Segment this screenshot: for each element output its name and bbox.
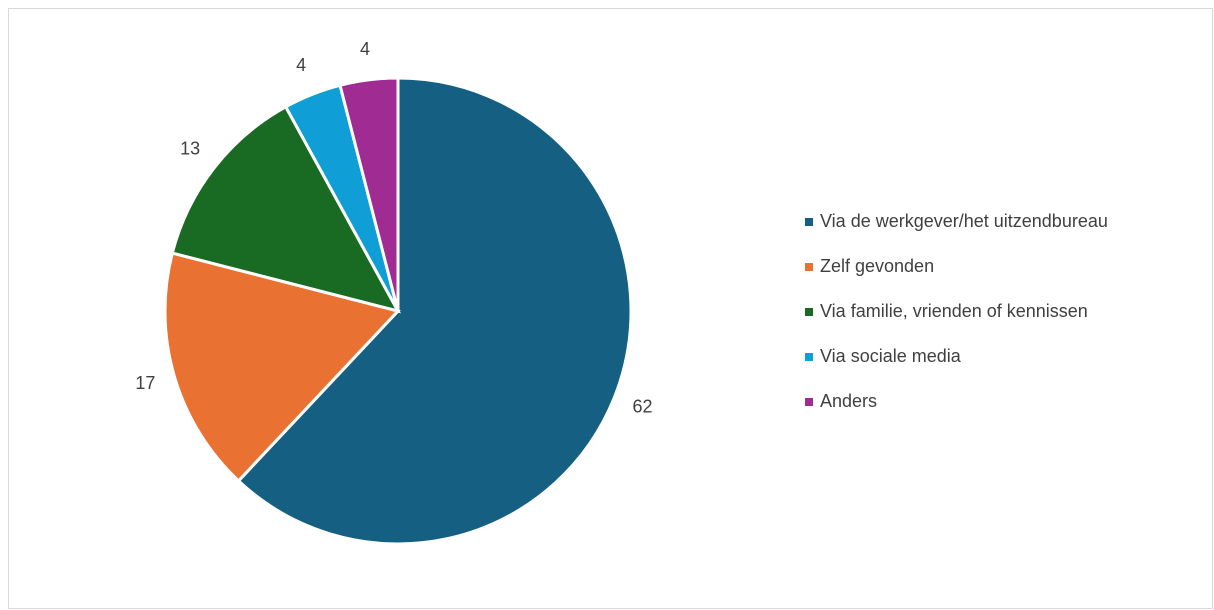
legend-label: Anders [820, 391, 877, 411]
data-label: 13 [180, 139, 200, 159]
pie-slice [338, 76, 400, 312]
pie-slice [163, 251, 401, 483]
legend-label: Via de werkgever/het uitzendbureau [820, 211, 1108, 231]
legend-marker [805, 308, 813, 316]
data-label: 4 [360, 39, 370, 59]
data-label: 17 [135, 373, 155, 393]
pie-slice [170, 104, 401, 314]
data-label: 4 [296, 55, 306, 75]
legend-marker [805, 353, 813, 361]
legend-marker [805, 263, 813, 271]
pie-slice [236, 76, 633, 546]
legend-label: Zelf gevonden [820, 256, 934, 276]
legend-label: Via sociale media [820, 346, 962, 366]
legend-label: Via familie, vrienden of kennissen [820, 301, 1088, 321]
data-label: 62 [633, 397, 653, 417]
legend-marker [805, 398, 813, 406]
legend-marker [805, 218, 813, 226]
